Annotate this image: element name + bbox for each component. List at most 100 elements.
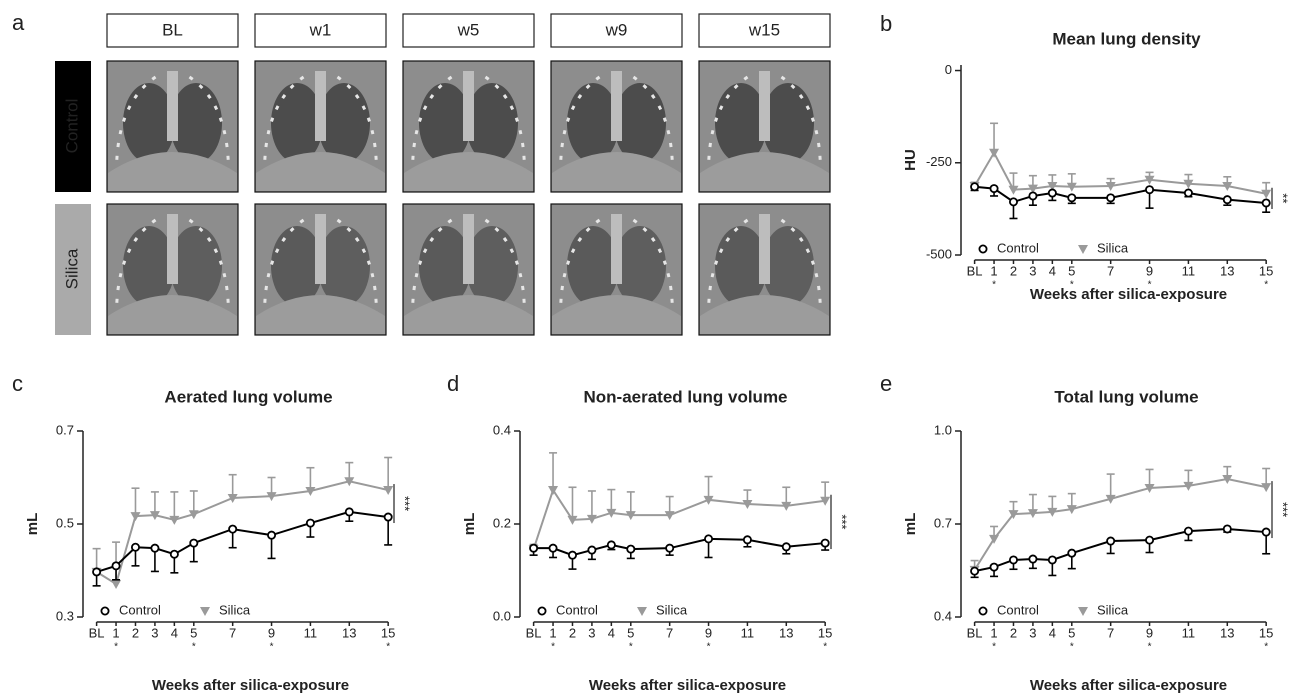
lung-right bbox=[614, 226, 666, 306]
y-tick-label: 0.4 bbox=[934, 608, 952, 623]
x-tick-label: 11 bbox=[304, 625, 318, 640]
marker bbox=[1008, 510, 1019, 520]
lung-right bbox=[762, 226, 814, 306]
lung-right bbox=[466, 226, 518, 306]
marker bbox=[989, 534, 1000, 544]
x-tick-label: 13 bbox=[1220, 263, 1234, 278]
legend-marker bbox=[978, 244, 988, 254]
x-tick-label: 4 bbox=[1049, 263, 1056, 278]
lung-left bbox=[271, 226, 323, 306]
series-line bbox=[973, 478, 1267, 571]
ct-image bbox=[698, 203, 831, 336]
marker bbox=[548, 486, 559, 496]
x-axis-label: Weeks after silica-exposure bbox=[1030, 286, 1227, 303]
marker bbox=[989, 184, 999, 194]
x-tick-label: 7 bbox=[666, 625, 673, 640]
lung-right bbox=[170, 226, 222, 306]
diaphragm bbox=[108, 295, 237, 334]
column-header-box bbox=[698, 13, 831, 48]
legend-label: Silica bbox=[1097, 240, 1129, 255]
panel-label: d bbox=[447, 371, 459, 396]
marker bbox=[704, 534, 714, 544]
lung-left bbox=[715, 226, 767, 306]
ct-image bbox=[402, 60, 535, 193]
spine bbox=[463, 214, 474, 284]
legend-label: Control bbox=[997, 240, 1039, 255]
x-tick-label: 2 bbox=[1010, 625, 1017, 640]
y-tick-label: 0.7 bbox=[56, 422, 74, 437]
x-tick-label: 9 bbox=[268, 625, 275, 640]
x-tick-label: 5 bbox=[627, 625, 634, 640]
marker bbox=[1261, 527, 1271, 537]
marker bbox=[606, 540, 616, 550]
significance-star: * bbox=[992, 642, 996, 653]
ct-image bbox=[106, 203, 239, 336]
y-tick-label: 0 bbox=[945, 62, 952, 77]
significance-star: * bbox=[1070, 280, 1074, 291]
marker bbox=[1144, 175, 1155, 185]
marker bbox=[228, 524, 238, 534]
marker bbox=[1027, 184, 1038, 194]
marker bbox=[1261, 483, 1272, 493]
spine bbox=[611, 214, 622, 284]
series bbox=[529, 534, 830, 570]
spine bbox=[759, 71, 770, 141]
y-axis-label: mL bbox=[902, 513, 919, 536]
marker bbox=[1222, 182, 1233, 192]
marker bbox=[92, 567, 102, 577]
x-tick-label: 13 bbox=[1220, 625, 1234, 640]
marker bbox=[150, 543, 160, 553]
legend-entry: Silica bbox=[1078, 240, 1129, 255]
marker bbox=[130, 542, 140, 552]
marker bbox=[111, 579, 122, 589]
legend-marker bbox=[1078, 607, 1088, 616]
spine bbox=[167, 71, 178, 141]
significance-star: * bbox=[823, 642, 827, 653]
lung-right bbox=[762, 83, 814, 163]
x-tick-label: 13 bbox=[342, 625, 356, 640]
marker bbox=[227, 493, 238, 503]
legend-entry: Control bbox=[100, 602, 161, 617]
significance-star: * bbox=[1264, 280, 1268, 291]
marker bbox=[267, 530, 277, 540]
marker bbox=[383, 486, 394, 496]
marker bbox=[742, 535, 752, 545]
series-line bbox=[532, 487, 826, 550]
lung-left bbox=[419, 83, 471, 163]
column-header: w9 bbox=[605, 20, 628, 39]
marker bbox=[1145, 535, 1155, 545]
x-tick-label: 1 bbox=[549, 625, 556, 640]
legend-entry: Silica bbox=[637, 602, 688, 617]
marker bbox=[1067, 548, 1077, 558]
x-tick-label: 4 bbox=[171, 625, 178, 640]
legend-label: Control bbox=[119, 602, 161, 617]
marker bbox=[1222, 475, 1233, 485]
panel-label: e bbox=[880, 371, 892, 396]
y-tick-label: 0.5 bbox=[56, 515, 74, 530]
significance-star: * bbox=[270, 642, 274, 653]
lung-right bbox=[466, 83, 518, 163]
ct-image bbox=[254, 203, 387, 336]
significance-label: *** bbox=[398, 496, 413, 511]
marker bbox=[989, 148, 1000, 158]
ct-image bbox=[106, 60, 239, 193]
marker bbox=[820, 496, 831, 506]
marker bbox=[587, 545, 597, 555]
marker bbox=[567, 550, 577, 560]
marker bbox=[1105, 494, 1116, 504]
series-line bbox=[973, 150, 1267, 195]
y-tick-label: 0.7 bbox=[934, 515, 952, 530]
spine bbox=[315, 214, 326, 284]
x-tick-label: 7 bbox=[1107, 263, 1114, 278]
series-line bbox=[974, 527, 1267, 573]
column-header-box bbox=[402, 13, 535, 48]
lung-left bbox=[123, 226, 175, 306]
spine bbox=[759, 214, 770, 284]
legend-label: Control bbox=[997, 602, 1039, 617]
y-tick-label: 0.2 bbox=[493, 515, 511, 530]
ct-image bbox=[698, 60, 831, 193]
marker bbox=[625, 511, 636, 521]
legend-label: Silica bbox=[1097, 602, 1129, 617]
series bbox=[969, 122, 1272, 199]
